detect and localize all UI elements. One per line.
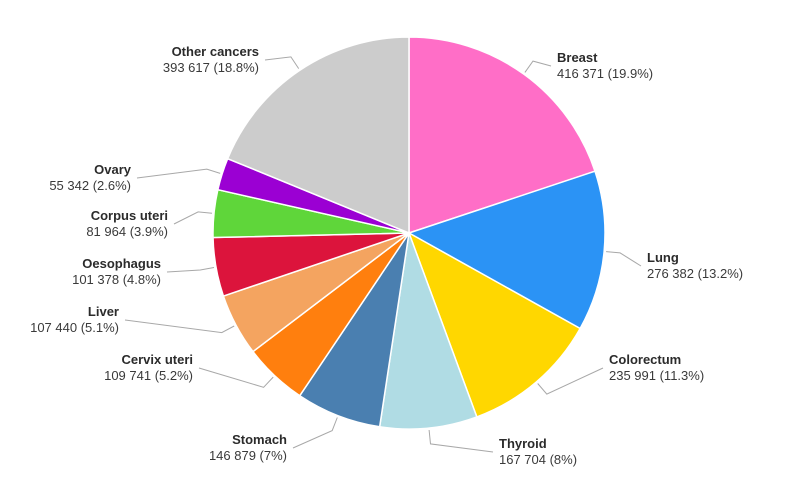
slice-label-corpus-uteri: Corpus uteri (91, 208, 168, 223)
pie-slice-thyroid (378, 232, 478, 430)
slice-label-breast: Breast (557, 50, 598, 65)
leader-line-lung (606, 251, 642, 267)
slice-value-colorectum: 235 991 (11.3%) (609, 368, 704, 383)
slice-value-breast: 416 371 (19.9%) (557, 66, 653, 81)
slice-value-thyroid: 167 704 (8%) (499, 452, 577, 467)
pie-slice-breast (408, 36, 596, 235)
slice-label-lung: Lung (647, 250, 679, 265)
leader-line-ovary (136, 168, 221, 179)
slice-label-other-cancers: Other cancers (172, 44, 259, 59)
leader-line-cervix-uteri (198, 367, 274, 388)
leader-line-stomach (292, 417, 338, 449)
slice-value-stomach: 146 879 (7%) (209, 448, 287, 463)
pie-slices (212, 36, 606, 430)
leader-line-corpus-uteri (173, 211, 213, 225)
slice-value-corpus-uteri: 81 964 (3.9%) (86, 224, 168, 239)
leader-line-other-cancers (264, 56, 300, 69)
slice-label-cervix-uteri: Cervix uteri (121, 352, 193, 367)
slice-label-colorectum: Colorectum (609, 352, 681, 367)
slice-value-oesophagus: 101 378 (4.8%) (72, 272, 161, 287)
slice-value-other-cancers: 393 617 (18.8%) (163, 60, 259, 75)
pie-slice-lung (407, 170, 606, 330)
leader-line-breast (524, 60, 552, 73)
slice-label-stomach: Stomach (232, 432, 287, 447)
leader-line-liver (124, 319, 235, 334)
slice-value-lung: 276 382 (13.2%) (647, 266, 743, 281)
pie-slice-colorectum (407, 231, 582, 418)
slice-value-ovary: 55 342 (2.6%) (49, 178, 131, 193)
leader-line-oesophagus (166, 267, 215, 273)
slice-label-thyroid: Thyroid (499, 436, 547, 451)
leader-lines (124, 56, 642, 453)
pie-slice-other-cancers (226, 36, 410, 235)
slice-label-liver: Liver (88, 304, 119, 319)
slice-label-ovary: Ovary (94, 162, 132, 177)
slice-value-cervix-uteri: 109 741 (5.2%) (104, 368, 193, 383)
leader-line-thyroid (428, 429, 494, 453)
slice-value-liver: 107 440 (5.1%) (30, 320, 119, 335)
leader-line-colorectum (537, 367, 604, 395)
slice-label-oesophagus: Oesophagus (82, 256, 161, 271)
